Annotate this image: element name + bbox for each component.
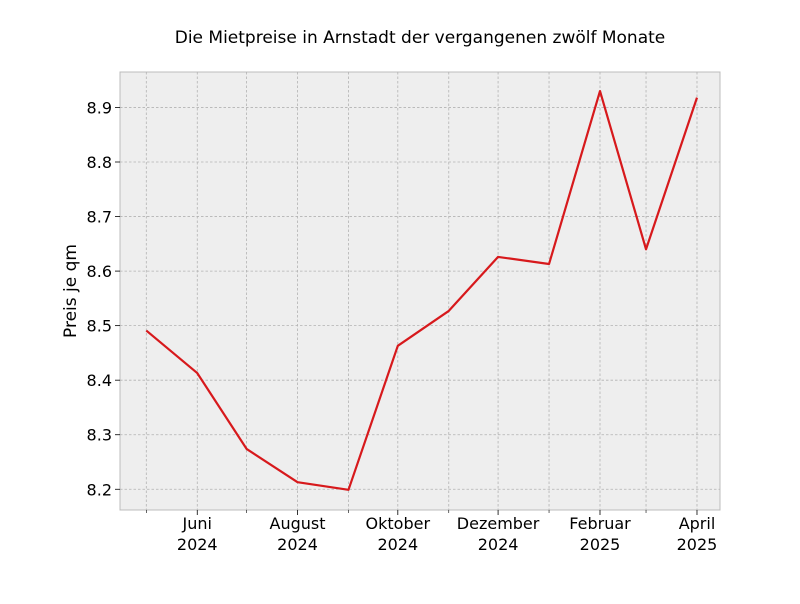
chart-title: Die Mietpreise in Arnstadt der vergangen…	[175, 28, 666, 48]
x-tick-label-year: 2025	[677, 535, 718, 554]
y-tick-label: 8.6	[87, 262, 112, 281]
y-tick-label: 8.3	[87, 426, 112, 445]
plot-area	[119, 71, 721, 511]
x-tick-label-year: 2024	[277, 535, 318, 554]
x-tick-label-year: 2024	[377, 535, 418, 554]
y-axis-label: Preis je qm	[61, 244, 81, 338]
series-line	[145, 89, 699, 491]
x-tick-label-month: August	[270, 514, 326, 533]
x-tick-label-month: April	[679, 514, 716, 533]
y-tick-label: 8.7	[87, 208, 112, 227]
y-tick-label: 8.9	[87, 98, 112, 117]
x-tick-label-year: 2024	[177, 535, 218, 554]
y-tick-label: 8.8	[87, 153, 112, 172]
x-tick-label-month: Juni	[182, 514, 212, 533]
series-layer	[145, 89, 699, 491]
y-tick-label: 8.2	[87, 480, 112, 499]
y-tick-label: 8.4	[87, 371, 112, 390]
axis-ticks: 8.2 8.3 8.4 8.5 8.6 8.7 8.8 8.9 Juni 2024 August 20…	[87, 98, 718, 554]
x-tick-label-month: Oktober	[366, 514, 431, 533]
y-tick-label: 8.5	[87, 317, 112, 336]
x-tick-label-month: Februar	[569, 514, 631, 533]
x-tick-label-year: 2024	[478, 535, 519, 554]
x-tick-label-year: 2025	[580, 535, 621, 554]
x-tick-label-month: Dezember	[457, 514, 540, 533]
